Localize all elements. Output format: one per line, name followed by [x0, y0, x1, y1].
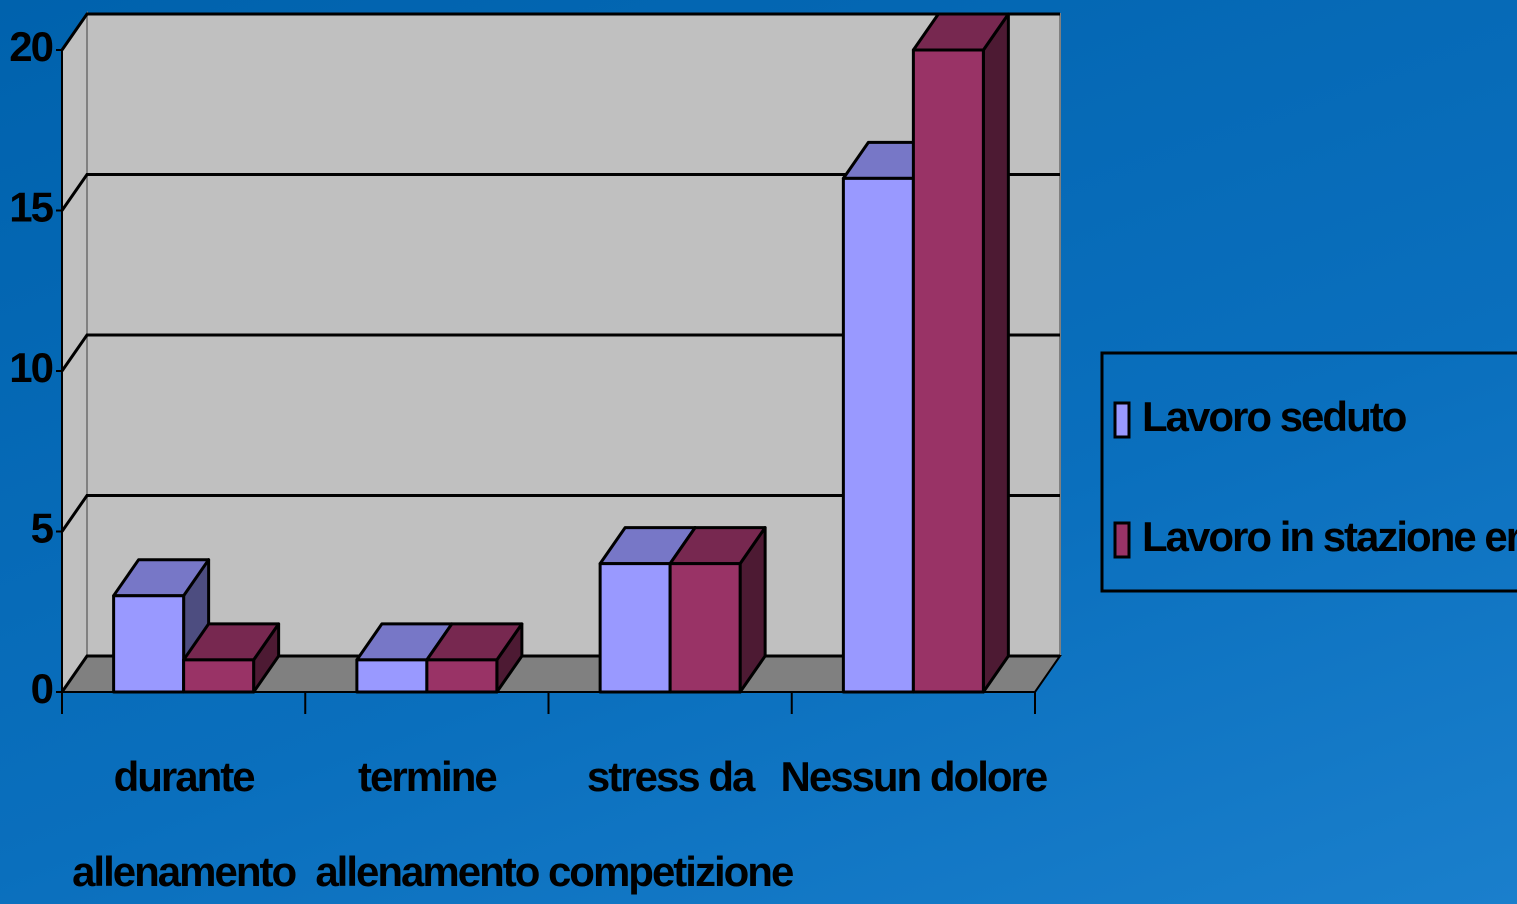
bar: [425, 622, 524, 694]
y-tick-label: 5: [31, 505, 54, 552]
legend-box: [1100, 351, 1517, 593]
x-tick-label: durante: [114, 753, 255, 800]
legend-swatch: [1113, 401, 1131, 439]
grid-line: [60, 12, 1060, 51]
y-tick-label: 0: [31, 665, 53, 712]
x-tick-label: termine: [358, 753, 496, 800]
x-tick-label: Nessun dolore: [781, 753, 1047, 800]
bar: [911, 12, 1010, 694]
bar-front: [112, 594, 186, 694]
bar-front: [841, 176, 915, 694]
bar-side: [981, 12, 1010, 694]
bar-front: [182, 658, 256, 694]
legend-label: Lavoro seduto: [1142, 393, 1407, 440]
bar: [182, 622, 281, 694]
grid-line: [60, 173, 1060, 212]
grid-line: [60, 494, 1060, 533]
x-tick-label: allenamento: [72, 848, 296, 895]
y-tick-label: 15: [9, 184, 53, 231]
x-tick-label: stress da: [587, 753, 756, 800]
y-tick-label: 10: [9, 344, 52, 391]
bar: [355, 622, 454, 694]
legend-label: Lavoro in stazione eretta: [1142, 513, 1517, 560]
y-tick-label: 20: [9, 23, 52, 70]
grid-line: [60, 333, 1060, 372]
bar-front: [668, 562, 742, 694]
bar-front: [425, 658, 499, 694]
bar-front: [598, 562, 672, 694]
bar: [668, 526, 767, 694]
x-tick-label: competizione: [548, 848, 793, 895]
bar-front: [355, 658, 429, 694]
legend-swatch: [1113, 521, 1131, 559]
bar-front: [911, 48, 985, 694]
x-tick-label: allenamento: [315, 848, 539, 895]
